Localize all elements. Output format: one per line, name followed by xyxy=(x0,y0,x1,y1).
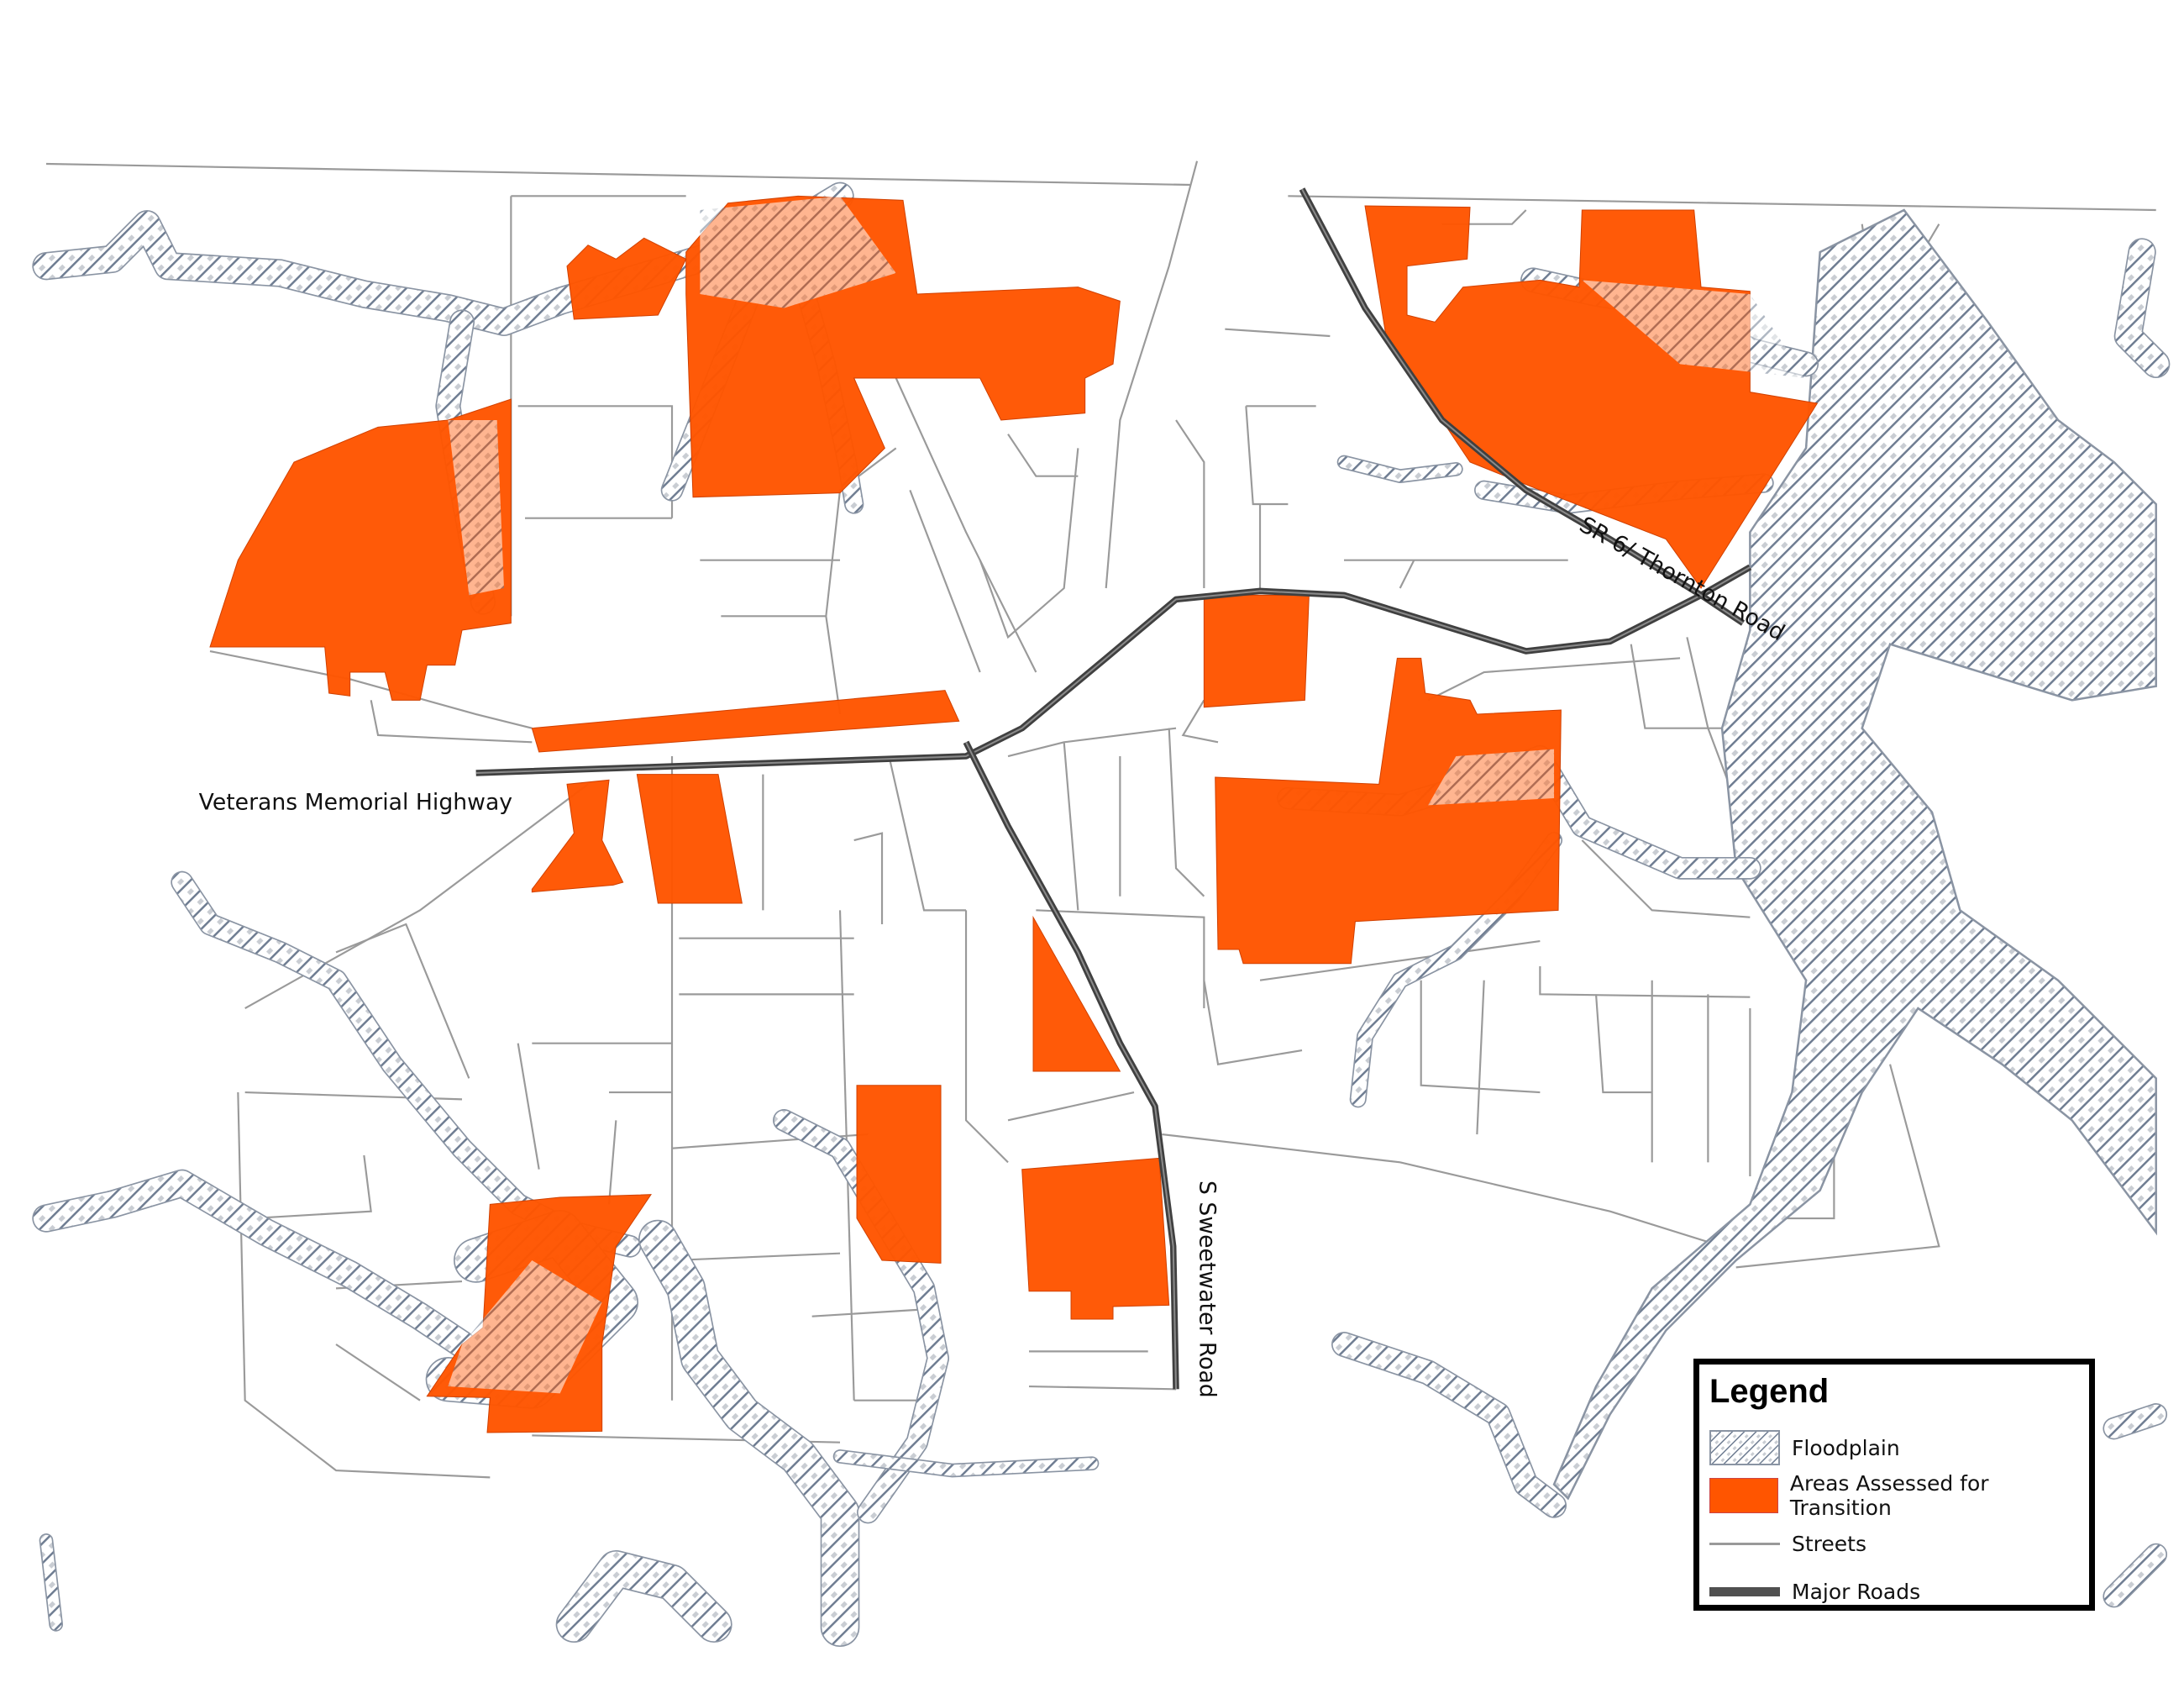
street xyxy=(888,755,967,912)
street xyxy=(853,832,884,925)
street xyxy=(335,1344,421,1401)
street xyxy=(370,700,533,744)
floodplain-overlap xyxy=(1582,280,1807,379)
orange-swatch-icon xyxy=(1709,1478,1778,1513)
floodplain-stream xyxy=(2115,239,2169,377)
street xyxy=(251,1154,372,1220)
street xyxy=(1175,419,1205,589)
street xyxy=(1162,1133,1723,1248)
street xyxy=(979,448,1079,639)
major-road-centerline xyxy=(1301,188,1744,624)
street xyxy=(1007,727,1177,758)
floodplain-stream xyxy=(2104,1404,2166,1438)
floodplain-overlap xyxy=(1428,749,1555,806)
floodplain-stream xyxy=(557,1551,732,1642)
transition-area[interactable] xyxy=(1203,594,1310,708)
street xyxy=(1036,909,1205,1009)
street xyxy=(517,405,674,518)
street xyxy=(607,1120,617,1205)
transition-area[interactable] xyxy=(1215,657,1562,965)
street xyxy=(1029,1385,1177,1391)
floodplain-overlap xyxy=(700,196,896,308)
transition-area[interactable] xyxy=(1032,915,1121,1072)
floodplain-stream xyxy=(639,1221,858,1646)
street xyxy=(1581,839,1751,918)
street xyxy=(1007,1091,1135,1122)
street xyxy=(1168,728,1205,897)
legend-item-major-roads: Major Roads xyxy=(1709,1574,1920,1609)
major-road-centerline xyxy=(475,566,1751,775)
street xyxy=(1427,657,1681,702)
floodplain-stream xyxy=(774,1110,948,1522)
street xyxy=(1539,966,1751,998)
street xyxy=(45,162,1190,187)
transition-area[interactable] xyxy=(531,779,624,893)
transition-area[interactable] xyxy=(531,690,960,753)
street xyxy=(1203,980,1303,1065)
floodplain-area xyxy=(1552,208,2157,1501)
street xyxy=(1063,742,1079,911)
street xyxy=(1399,560,1415,589)
street xyxy=(1594,994,1652,1094)
legend-item-floodplain: Floodplain xyxy=(1709,1430,1900,1465)
street xyxy=(811,1308,925,1317)
floodplain-stream xyxy=(34,1170,475,1358)
legend-title: Legend xyxy=(1709,1373,1830,1410)
street-line-icon xyxy=(1709,1542,1780,1545)
floodplain-overlap xyxy=(448,420,505,596)
street xyxy=(1259,939,1541,981)
street xyxy=(244,783,589,1009)
transition-area[interactable] xyxy=(209,398,512,701)
street xyxy=(335,923,470,1079)
transition-area[interactable] xyxy=(636,774,743,904)
street xyxy=(671,1252,841,1262)
floodplain-stream xyxy=(1332,1333,1566,1517)
street xyxy=(1007,434,1079,477)
street xyxy=(1181,699,1219,744)
floodplain-stream xyxy=(1338,456,1462,482)
floodplain-overlap xyxy=(448,1260,602,1394)
street xyxy=(1288,195,2156,212)
street xyxy=(1630,644,1736,729)
legend: Legend Floodplain Areas Assessed for Tra… xyxy=(1693,1359,2095,1611)
street xyxy=(1420,980,1541,1094)
floodplain-stream xyxy=(40,1534,62,1631)
street xyxy=(237,1092,491,1479)
street xyxy=(964,910,1009,1164)
street xyxy=(1245,406,1289,506)
street xyxy=(895,377,1037,673)
floodplain-swatch-icon xyxy=(1709,1430,1780,1465)
street xyxy=(1105,160,1199,589)
transition-area[interactable] xyxy=(1021,1157,1170,1320)
street xyxy=(909,489,981,673)
label-veterans-memorial-highway: Veterans Memorial Highway xyxy=(199,789,512,815)
street xyxy=(1735,1064,1940,1269)
street xyxy=(721,615,842,715)
floodplain-stream xyxy=(834,1450,1098,1476)
street xyxy=(1225,328,1331,338)
transition-area[interactable] xyxy=(566,237,687,320)
major-roads-layer xyxy=(475,187,1752,1390)
street xyxy=(517,1043,540,1170)
transition-area[interactable] xyxy=(856,1085,942,1264)
streets-layer xyxy=(45,160,2156,1479)
label-sweetwater-road: S Sweetwater Road xyxy=(1194,1181,1220,1398)
legend-item-streets: Streets xyxy=(1709,1526,1866,1561)
street xyxy=(1476,980,1485,1135)
legend-item-transition-areas: Areas Assessed for Transition xyxy=(1709,1471,2089,1520)
floodplain-stream xyxy=(2104,1544,2166,1606)
major-road-centerline xyxy=(965,741,1178,1390)
major-road-line-icon xyxy=(1709,1586,1780,1596)
